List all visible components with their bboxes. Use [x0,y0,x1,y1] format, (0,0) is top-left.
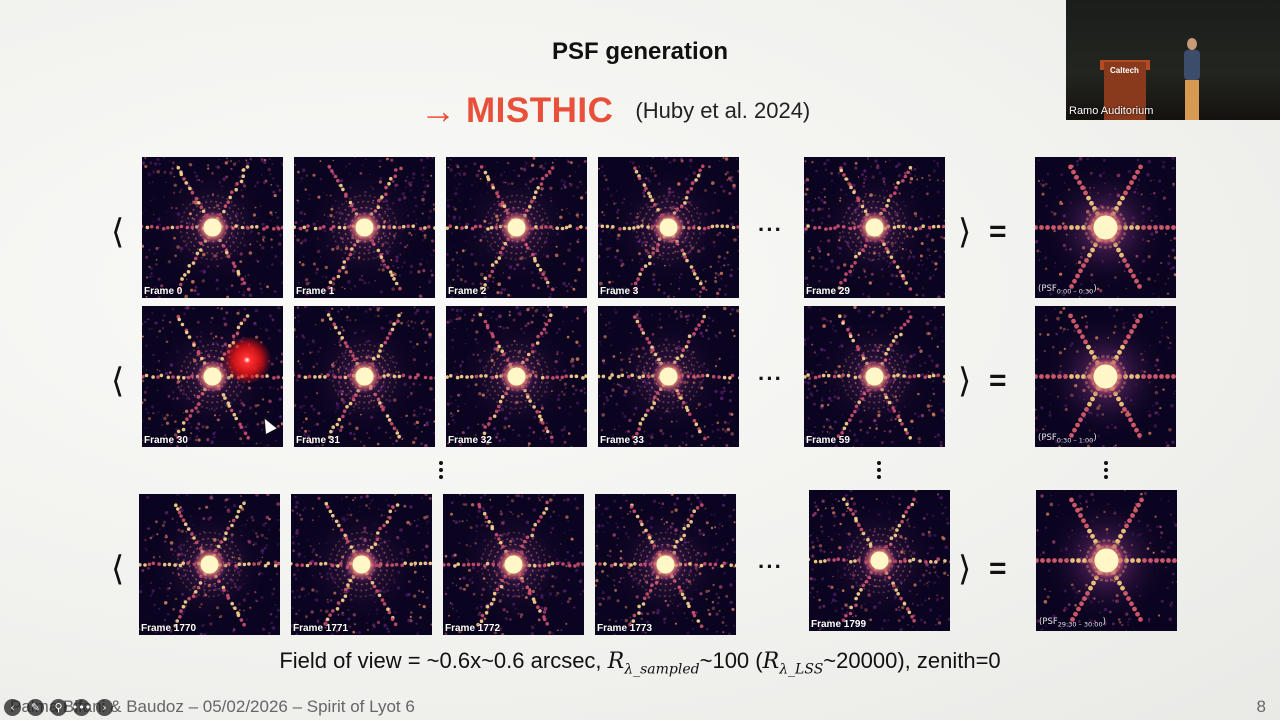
psf-frame: Frame 1772 [443,494,584,635]
frame-label: Frame 0 [144,286,183,297]
laser-pointer [222,337,272,383]
psf-frame-last: Frame 1799 [809,490,950,631]
psf-label-subscript: 0:00 – 0:30 [1056,288,1094,296]
fov-prefix: Field of view = ~0.6x~0.6 arcsec, [279,648,608,673]
frame-label: Frame 1773 [597,623,653,634]
slide-title: PSF generation [551,38,729,65]
right-angle-bracket: ⟩ [958,361,972,401]
psf-label-text: (PSF [1039,617,1058,628]
podium [1104,62,1146,120]
equals-sign: = [989,552,1007,585]
psf-label-text: (PSF [1038,284,1057,295]
psf-frame: Frame 2 [446,157,587,298]
speaker-body [1184,50,1200,80]
averaged-psf-label: (PSF0:00 – 0:30) [1038,284,1097,296]
prev-icon[interactable]: ‹ [4,699,21,716]
frame-label: Frame 59 [806,435,850,446]
presentation-controls: ‹ ✎ ⚲ ••• › [4,699,113,716]
fov-r-lss-sub: λ_LSS [779,661,824,678]
averaged-psf-frame: (PSF29:30 – 30:00) [1036,490,1177,631]
averaged-psf-frame: (PSF0:00 – 0:30) [1035,157,1176,298]
psf-frame-last: Frame 29 [804,157,945,298]
fov-r-lss: R [762,649,780,674]
pointer-pen-icon[interactable]: ✎ [27,699,44,716]
psf-frame: Frame 1770 [139,494,280,635]
method-name: MISTHIC [466,91,614,130]
left-angle-bracket: ⟨ [111,549,125,589]
averaged-psf-label: (PSF29:30 – 30:00) [1039,617,1106,629]
frame-label: Frame 31 [296,435,340,446]
right-arrow-icon: → [420,90,456,131]
frame-label: Frame 3 [600,286,639,297]
frame-label: Frame 1772 [445,623,501,634]
frame-label: Frame 2 [448,286,487,297]
fov-r-sampled: R [607,649,625,674]
psf-frame: Frame 3 [598,157,739,298]
frame-label: Frame 1771 [293,623,349,634]
psf-label-close: ) [1093,284,1097,295]
psf-frame: Frame 0 [142,157,283,298]
vertical-ellipsis [439,461,443,482]
psf-label-subscript: 0:30 – 1:00 [1056,437,1094,445]
fov-r-sampled-sub: λ_sampled [624,661,700,678]
psf-frame: Frame 32 [446,306,587,447]
equals-sign: = [989,215,1007,248]
vertical-ellipsis [1104,461,1108,482]
frame-label: Frame 1 [296,286,335,297]
psf-frame: Frame 31 [294,306,435,447]
frame-label: Frame 32 [448,435,492,446]
psf-label-close: ) [1102,617,1106,628]
right-angle-bracket: ⟩ [958,549,972,589]
fov-suffix: ~20000), zenith=0 [823,648,1001,673]
psf-label-subscript: 29:30 – 30:00 [1057,621,1103,629]
averaged-psf-frame: (PSF0:30 – 1:00) [1035,306,1176,447]
podium-logo: Caltech [1110,66,1139,75]
psf-frame: Frame 1773 [595,494,736,635]
frame-label: Frame 1799 [811,619,867,630]
speaker-head [1187,38,1197,50]
frame-label: Frame 29 [806,286,850,297]
horizontal-ellipsis: ··· [758,366,783,391]
citation: (Huby et al. 2024) [635,98,811,123]
horizontal-ellipsis: ··· [758,554,783,579]
more-icon[interactable]: ••• [71,699,92,716]
left-angle-bracket: ⟨ [111,212,125,252]
frame-label: Frame 33 [600,435,644,446]
frame-label: Frame 30 [144,435,188,446]
zoom-icon[interactable]: ⚲ [50,699,67,716]
psf-label-close: ) [1093,433,1097,444]
psf-label-text: (PSF [1038,433,1057,444]
psf-frame: Frame 1 [294,157,435,298]
camera-location-label: Ramo Auditorium [1069,105,1154,117]
horizontal-ellipsis: ··· [758,217,783,242]
psf-frame-last: Frame 59 [804,306,945,447]
psf-frame: Frame 33 [598,306,739,447]
speaker-camera-inset: Caltech Ramo Auditorium [1066,0,1280,120]
next-icon[interactable]: › [96,699,113,716]
equals-sign: = [989,364,1007,397]
method-line: → MISTHIC (Huby et al. 2024) [420,88,880,134]
averaged-psf-label: (PSF0:30 – 1:00) [1038,433,1097,445]
frame-label: Frame 1770 [141,623,197,634]
psf-frame: Frame 1771 [291,494,432,635]
page-number: 8 [1256,697,1266,716]
speaker-legs [1185,80,1199,120]
fov-mid: ~100 ( [699,648,763,673]
left-angle-bracket: ⟨ [111,361,125,401]
field-of-view-caption: Field of view = ~0.6x~0.6 arcsec, Rλ_sam… [0,648,1280,677]
vertical-ellipsis [877,461,881,482]
right-angle-bracket: ⟩ [958,212,972,252]
